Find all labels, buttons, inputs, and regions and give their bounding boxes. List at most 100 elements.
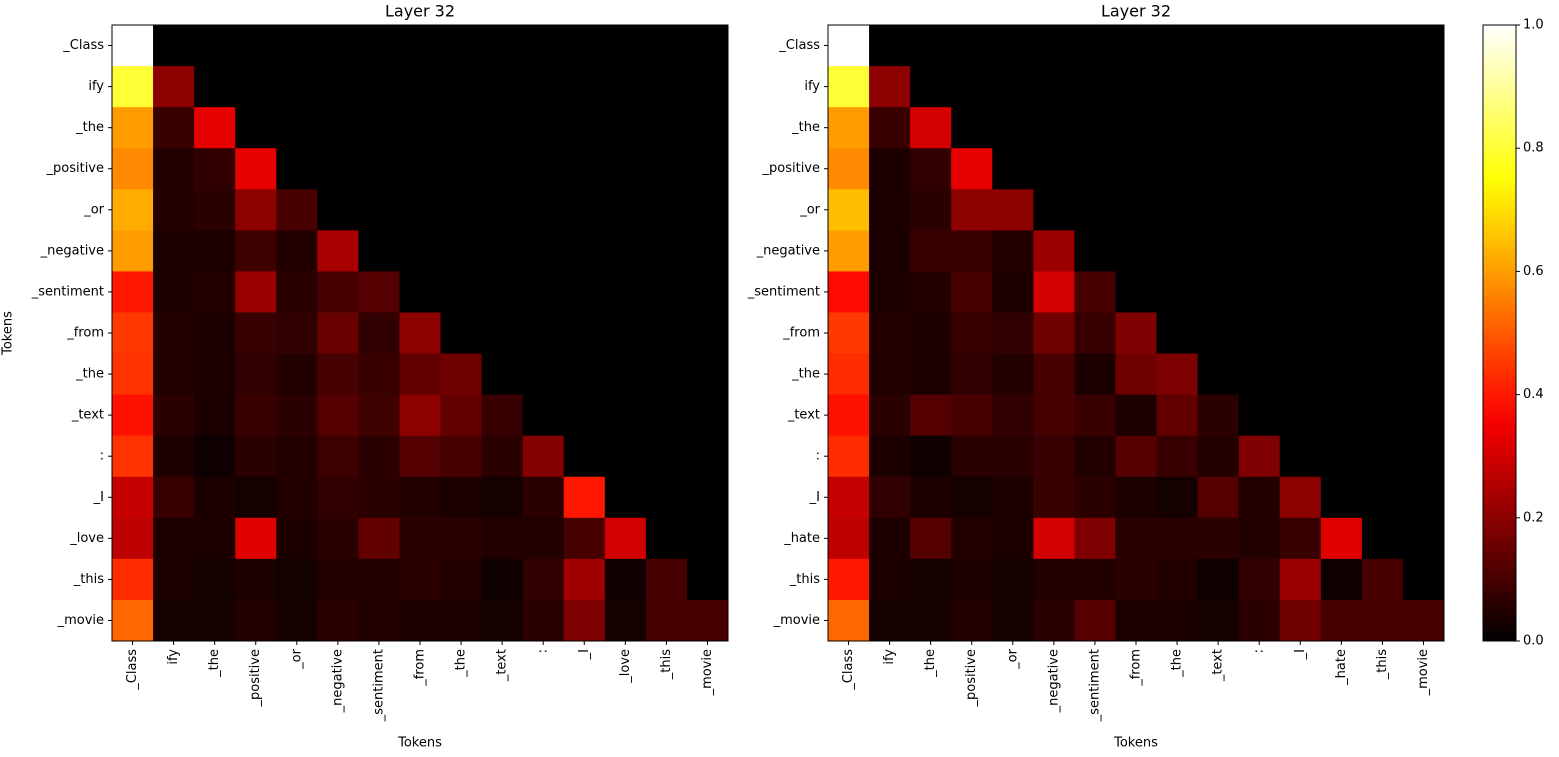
heatmap-cell [440,353,483,396]
heatmap-cell [828,271,870,313]
heatmap-cell [522,312,565,355]
heatmap-cell [358,107,400,149]
heatmap-cell [1402,599,1445,642]
heatmap-cell [686,435,729,478]
heatmap-cell [1402,394,1445,437]
heatmap-cell [1074,230,1116,272]
heatmap-cell [1361,558,1404,601]
heatmap-cell [317,476,359,519]
heatmap-cell [645,189,688,231]
heatmap-cell [951,394,993,437]
heatmap-cell [1279,558,1322,601]
heatmap-cell [1279,312,1322,355]
heatmap-cell [1402,312,1445,355]
heatmap-cell [481,599,524,642]
heatmap-cell [481,107,524,149]
heatmap-cell [481,476,524,519]
heatmap-cell [828,25,870,67]
heatmap-cell [1279,25,1322,67]
heatmap-cell [563,271,606,313]
heatmap-cell [1115,189,1158,231]
heatmap-cell [951,148,993,190]
heatmap-cell [112,312,154,355]
heatmap-cell [481,25,524,67]
heatmap-cell [951,517,993,560]
heatmap-cell [828,558,870,601]
heatmap-cell [1197,66,1240,108]
heatmap-cell [869,599,911,642]
heatmap-cell [645,271,688,313]
heatmap-cell [1033,599,1075,642]
heatmap-cell [686,148,729,190]
heatmap-cell [522,394,565,437]
heatmap-cell [828,107,870,149]
heatmap-cell [440,312,483,355]
heatmap-cell [1115,312,1158,355]
y-tick-label: _negative [756,243,820,258]
heatmap-cell [992,558,1034,601]
heatmap-cell [645,394,688,437]
heatmap-cell [1320,25,1363,67]
heatmap-cell [153,599,195,642]
heatmap-cell [153,148,195,190]
heatmap-cell [686,107,729,149]
heatmap-cell [992,25,1034,67]
heatmap-cell [1156,435,1199,478]
heatmap-cell [194,230,236,272]
heatmap-cell [1279,271,1322,313]
x-tick-label: _sentiment [371,649,386,722]
x-tick-label: ify [166,649,181,665]
y-tick-label: _the [75,367,104,382]
heatmap-cell [604,25,647,67]
heatmap-cell [481,271,524,313]
heatmap-cell [1156,107,1199,149]
heatmap-cell [358,558,400,601]
heatmap-cell [1361,230,1404,272]
heatmap-cell [563,558,606,601]
heatmap-cell [910,25,952,67]
heatmap-cell [235,230,277,272]
heatmap-cell [828,353,870,396]
heatmap-cell [440,599,483,642]
heatmap-cell [399,25,442,67]
colorbar-tick-label: 0.4 [1523,387,1544,402]
y-tick-label: : [816,449,820,464]
heatmap-cell [563,476,606,519]
y-tick-label: _text [787,408,820,423]
heatmap-cell [317,558,359,601]
heatmap-cell [112,25,154,67]
heatmap-cell [1197,558,1240,601]
colorbar-tick-label: 0.6 [1523,264,1544,279]
heatmap-cell [1320,271,1363,313]
heatmap-cell [358,66,400,108]
x-tick-label: _or [289,648,304,669]
heatmap-cell [317,312,359,355]
heatmap-cell [1402,230,1445,272]
heatmap-cell [1074,25,1116,67]
heatmap-cell [604,107,647,149]
heatmap-cell [1279,599,1322,642]
heatmap-cell [869,25,911,67]
heatmap-cell [235,148,277,190]
heatmap-cell [112,353,154,396]
heatmap-cell [1320,599,1363,642]
heatmap-cell [481,558,524,601]
heatmap-cell [1074,312,1116,355]
heatmap-cell [235,271,277,313]
heatmap-cell [910,394,952,437]
heatmap-cell [645,353,688,396]
heatmap-cell [563,312,606,355]
heatmap-cell [1033,312,1075,355]
heatmap-cell [1033,271,1075,313]
y-tick-label: _movie [57,613,104,628]
heatmap-cell [910,476,952,519]
heatmap-cell [481,66,524,108]
heatmap-cell [1197,148,1240,190]
heatmap-cell [910,148,952,190]
heatmap-cell [992,353,1034,396]
y-tick-label: _Class [778,38,820,53]
x-tick-label: _sentiment [1087,649,1102,722]
y-tick-label: ify [804,79,820,94]
heatmap-cell [951,25,993,67]
